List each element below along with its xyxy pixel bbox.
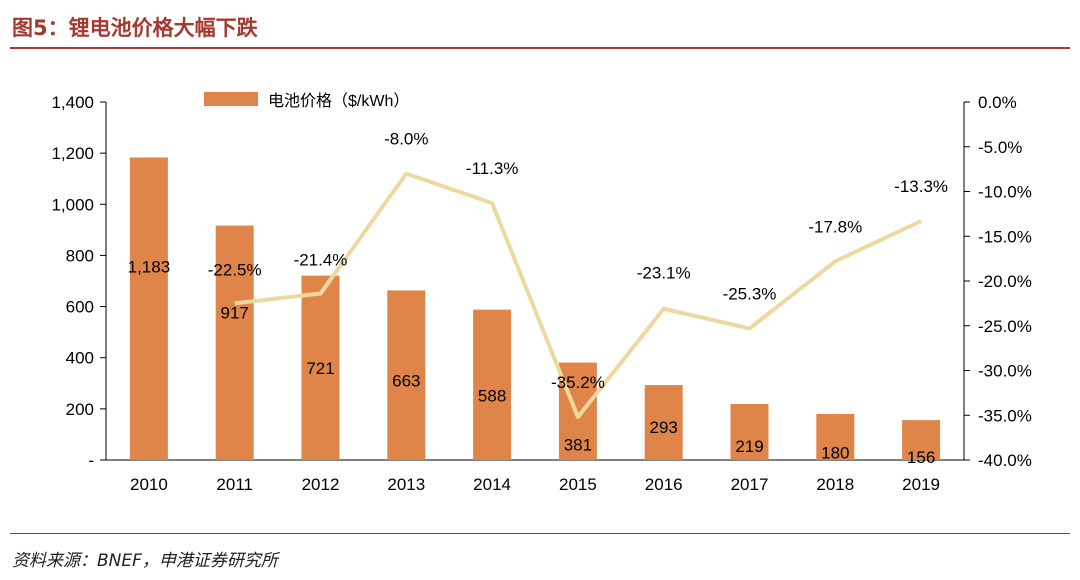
y-right-tick-label: -10.0% — [978, 183, 1032, 202]
figure-title: 图5：锂电池价格大幅下跌 — [12, 16, 258, 40]
source-note: 资料来源：BNEF，申港证券研究所 — [12, 551, 278, 571]
bar — [902, 420, 941, 460]
line-data-label: -22.5% — [208, 260, 262, 279]
x-tick-label: 2017 — [731, 475, 769, 494]
bar — [558, 362, 597, 460]
bar-data-label: 180 — [821, 444, 849, 463]
y-right-tick-label: -40.0% — [978, 451, 1032, 470]
x-tick-label: 2013 — [387, 475, 425, 494]
line-data-label: -11.3% — [466, 159, 519, 178]
bar — [473, 309, 512, 460]
bar — [644, 385, 683, 460]
y-right-tick-label: -30.0% — [978, 362, 1032, 381]
line-data-label: -8.0% — [384, 130, 428, 149]
line-data-label: -35.2% — [551, 373, 605, 392]
y-right-tick-label: -25.0% — [978, 317, 1032, 336]
y-right-tick-label: -35.0% — [978, 406, 1032, 425]
bar-data-label: 663 — [392, 371, 420, 390]
x-tick-label: 2016 — [645, 475, 683, 494]
line-data-label: -17.8% — [808, 217, 862, 236]
x-tick-label: 2010 — [130, 475, 168, 494]
bar-data-label: 917 — [221, 303, 249, 322]
bar-data-label: 721 — [306, 359, 334, 378]
x-tick-label: 2014 — [473, 475, 511, 494]
bar — [816, 413, 855, 460]
y-left-tick-label: 1,400 — [51, 93, 94, 112]
bar-data-label: 293 — [650, 418, 678, 437]
bar — [215, 225, 254, 460]
bar-data-label: 156 — [907, 448, 935, 467]
legend-swatch — [204, 92, 258, 106]
x-tick-label: 2018 — [816, 475, 854, 494]
y-left-tick-label: 800 — [66, 246, 94, 265]
y-right-tick-label: -15.0% — [978, 227, 1032, 246]
bar — [730, 403, 769, 460]
y-left-tick-label: 1,000 — [51, 195, 94, 214]
x-tick-label: 2011 — [216, 475, 253, 494]
footer-rule — [10, 533, 1070, 534]
bar-data-label: 219 — [735, 437, 763, 456]
y-left-tick-label: 200 — [66, 400, 94, 419]
title-rule — [10, 47, 1070, 49]
x-tick-label: 2015 — [559, 475, 597, 494]
y-right-tick-label: -5.0% — [978, 138, 1022, 157]
y-left-tick-label: 600 — [66, 298, 94, 317]
x-tick-label: 2019 — [902, 475, 940, 494]
bar — [129, 157, 168, 461]
line-data-label: -23.1% — [637, 264, 691, 283]
line-data-label: -21.4% — [294, 251, 348, 270]
line-data-label: -13.3% — [894, 177, 948, 196]
y-left-tick-label: 1,200 — [51, 144, 94, 163]
bar — [301, 275, 340, 460]
line-series — [234, 171, 922, 420]
y-right-tick-label: 0.0% — [978, 93, 1017, 112]
bar — [387, 290, 426, 460]
y-left-tick-label: 400 — [66, 349, 94, 368]
line-data-label: -25.3% — [723, 284, 777, 303]
bar-data-label: 1,183 — [128, 257, 171, 276]
bar-data-label: 381 — [564, 435, 592, 454]
bar-data-label: 588 — [478, 386, 506, 405]
y-left-tick-label: - — [88, 451, 94, 470]
y-right-tick-label: -20.0% — [978, 272, 1032, 291]
x-tick-label: 2012 — [302, 475, 340, 494]
legend-label: 电池价格（$/kWh） — [268, 92, 409, 110]
